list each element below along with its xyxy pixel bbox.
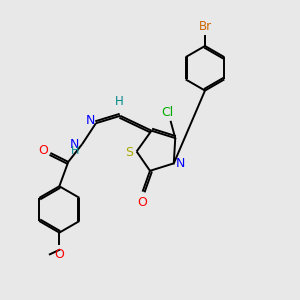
Text: O: O: [38, 143, 48, 157]
Text: N: N: [70, 138, 80, 151]
Text: Cl: Cl: [162, 106, 174, 119]
Text: O: O: [54, 248, 64, 261]
Text: N: N: [176, 157, 185, 170]
Text: H: H: [70, 146, 79, 156]
Text: N: N: [86, 114, 95, 127]
Text: S: S: [125, 146, 133, 160]
Text: Br: Br: [198, 20, 212, 33]
Text: H: H: [114, 95, 123, 108]
Text: O: O: [138, 196, 148, 209]
